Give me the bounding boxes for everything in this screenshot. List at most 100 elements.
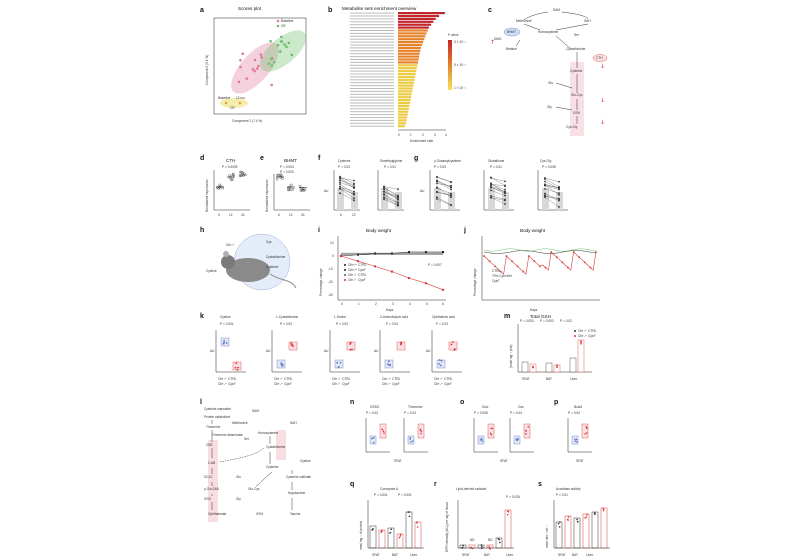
mini-point-ctrl <box>576 440 578 443</box>
cysf-point <box>561 261 564 264</box>
metabolite-set-label <box>350 59 394 60</box>
paired-point <box>558 199 560 202</box>
k-title-3: 2-Aminobutyric acid <box>380 315 408 319</box>
b-legend-title: P value <box>448 33 459 37</box>
i-xtick-2: 2 <box>375 302 377 306</box>
paired-point <box>544 194 546 197</box>
panel-p: p Bola3 P = 0.04 SFAT <box>554 399 592 463</box>
paired-line <box>544 195 560 201</box>
m-point <box>532 365 534 368</box>
k-xtick-ctrl: Cth⁻/⁻ CTRL <box>274 377 293 381</box>
enrichment-bar <box>398 67 417 70</box>
l-node-glu: Glu <box>236 475 241 479</box>
paired-point <box>558 185 560 188</box>
enrichment-bar <box>398 93 412 96</box>
sample-point <box>217 187 220 190</box>
paired-line <box>339 183 355 194</box>
paired-point <box>450 184 452 187</box>
baseline-point <box>237 80 241 84</box>
metabolite-set-label <box>350 41 394 43</box>
node-betaine: Betaine <box>506 47 517 51</box>
panel-label-h: h <box>200 227 204 234</box>
cr-point <box>270 64 274 67</box>
group-bar <box>378 529 386 549</box>
paired-point <box>544 187 546 190</box>
paired-point <box>558 192 560 195</box>
mouse-tail <box>269 273 297 289</box>
panel-q-title: Coenzyme A <box>380 487 399 491</box>
paired-line <box>436 191 452 196</box>
l-node-threonine: Threonine <box>206 425 221 429</box>
outlier-ellipse <box>220 98 248 108</box>
enrichment-bar <box>398 17 436 20</box>
node-cysteine: Cysteine <box>570 69 583 73</box>
paired-point <box>450 192 452 195</box>
paired-point <box>490 186 492 188</box>
l-arrows-right <box>255 436 293 510</box>
metabolite-set-label <box>350 67 394 69</box>
panel-d-ylabel: Normalized expression <box>205 179 209 212</box>
m-point <box>580 340 582 342</box>
paired-point <box>490 195 492 197</box>
bar-ctrl <box>545 362 553 373</box>
group-point <box>584 517 586 519</box>
group-point <box>489 548 491 550</box>
mini-point-cysf <box>525 430 527 432</box>
paired-point <box>436 186 438 189</box>
k-point-ctrl <box>387 360 390 363</box>
enrichment-bar <box>398 20 434 23</box>
q-xtick-1: BAT <box>392 553 398 557</box>
b-legend-tick-1: 5 × 10⁻¹ <box>454 63 466 67</box>
paired-point <box>383 193 385 195</box>
mini-point-ctrl <box>409 438 412 440</box>
mini-box-cysf <box>581 423 589 439</box>
bar-ctrl <box>569 357 577 373</box>
k-point-ctrl <box>440 359 443 362</box>
panel-g-paired-lines <box>434 175 563 210</box>
panel-c: c SAM SAH Methionine BHMT DMG Ser Homocy… <box>488 7 608 136</box>
r-annot-0: ND <box>470 538 475 542</box>
metabolite-set-label <box>350 125 394 127</box>
node-cystathionine: Cystathionine <box>566 47 586 51</box>
cysf-point <box>488 260 491 263</box>
group-point <box>481 545 483 548</box>
paired-point <box>450 186 452 189</box>
mini-point-cysf <box>420 430 423 432</box>
panel-m: m Total GSH P = 0.003 P = 0.002 P = 0.02… <box>504 313 597 381</box>
h-label-cysteine: Cysteine <box>266 265 279 269</box>
panel-d-pval: P = 0.0039 <box>222 165 238 169</box>
panel-i-title: Body weight <box>366 228 392 233</box>
panel-f: f Cysteine Dimethylglycine P = 0.03 P = … <box>318 155 404 217</box>
b-colorbar <box>448 40 452 90</box>
panel-label-n: n <box>350 399 354 406</box>
m-legend-0: Cth⁻/⁻ CTRL <box>578 329 597 333</box>
paired-point <box>436 198 438 200</box>
mini-box-ctrl <box>407 435 415 445</box>
paired-point <box>383 198 385 201</box>
k-axes <box>379 330 410 373</box>
box-ctrl <box>436 359 446 369</box>
paired-point <box>490 184 492 187</box>
k-point-cysf <box>351 348 353 351</box>
group-bar <box>387 527 395 549</box>
panel-g-title-2: Glutathione <box>488 159 505 163</box>
paired-point <box>436 175 438 178</box>
mini-point-cysf <box>383 432 385 434</box>
l-node-cystathionine: Cystathionine <box>266 445 286 449</box>
panel-s-ylabel: nmol min⁻¹ ml⁻¹ <box>545 525 549 548</box>
panel-i-series <box>339 250 445 291</box>
metabolite-set-label <box>350 50 394 52</box>
mini-point-ctrl <box>479 439 482 441</box>
f-xtick-1: 12 <box>352 213 356 217</box>
paired-line <box>436 198 452 206</box>
paired-point <box>490 196 492 199</box>
enrichment-bar <box>398 12 445 15</box>
paired-point <box>353 199 355 202</box>
metabolite-set-label <box>350 88 394 89</box>
paired-point <box>339 179 341 182</box>
group-point <box>371 528 374 530</box>
paired-point <box>353 190 355 193</box>
outlier-point <box>238 101 242 105</box>
legend-marker <box>344 279 346 281</box>
cysf-point <box>516 265 519 268</box>
